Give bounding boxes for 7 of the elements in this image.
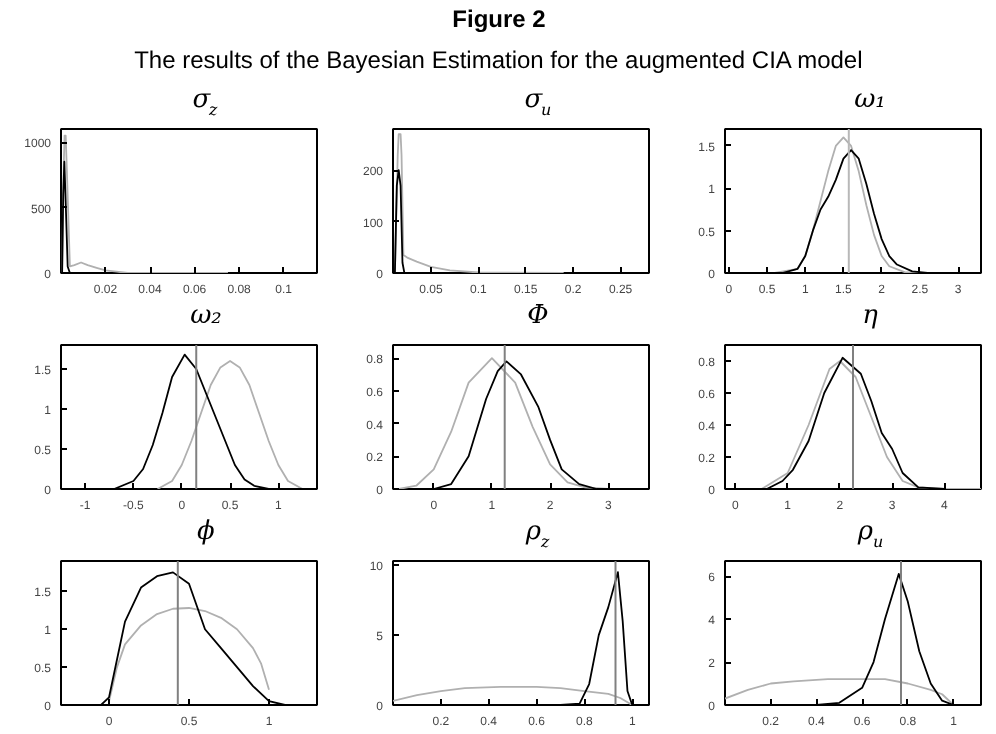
chart-title: ϕ <box>197 517 216 547</box>
chart-title: Φ <box>527 301 550 331</box>
chart-title: ω₁ <box>854 85 886 115</box>
text: The results of the Bayesian Estimation for the augmented CIA model <box>134 45 863 74</box>
chart-title: ω₂ <box>190 301 222 331</box>
chart-title: η <box>862 301 879 331</box>
text: Figure 2 <box>452 5 547 34</box>
